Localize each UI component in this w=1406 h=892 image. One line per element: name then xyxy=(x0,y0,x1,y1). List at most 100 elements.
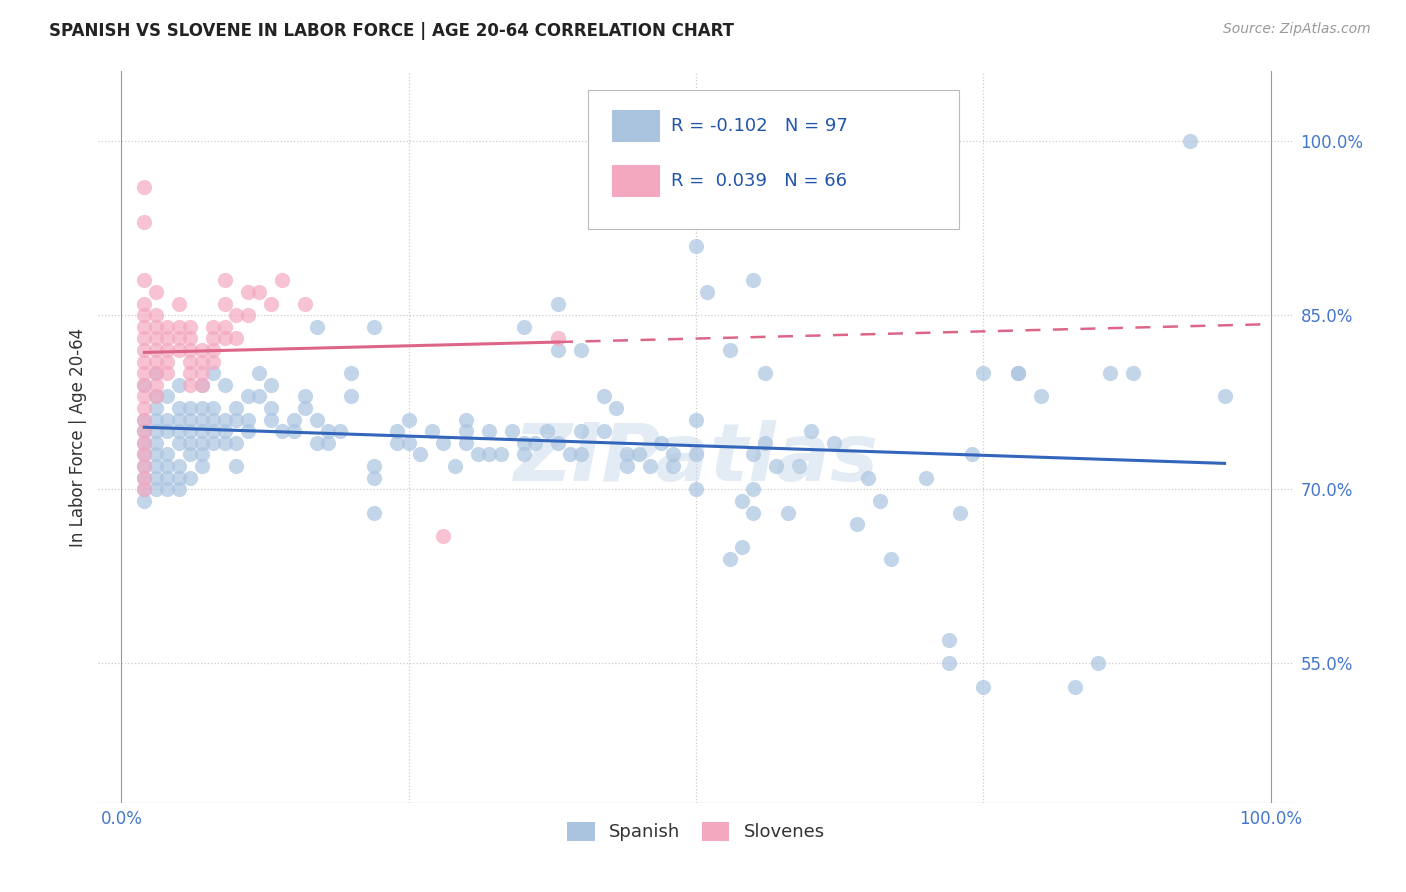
Point xyxy=(512,436,534,450)
Point xyxy=(340,366,363,380)
Point xyxy=(156,424,179,438)
Point xyxy=(685,483,707,497)
Point xyxy=(134,308,156,322)
Text: R =  0.039   N = 66: R = 0.039 N = 66 xyxy=(671,172,846,190)
Point xyxy=(134,448,156,462)
Point xyxy=(179,471,201,485)
Point xyxy=(569,343,592,357)
Point xyxy=(167,459,190,474)
Point xyxy=(134,483,156,497)
Point xyxy=(880,552,903,566)
Point xyxy=(167,436,190,450)
Point xyxy=(179,436,201,450)
Point xyxy=(225,401,247,415)
Point xyxy=(271,273,294,287)
Point xyxy=(501,424,523,438)
Point xyxy=(363,471,385,485)
Point xyxy=(823,436,845,450)
Point xyxy=(685,238,707,252)
Point xyxy=(156,389,179,403)
Point xyxy=(134,389,156,403)
Point xyxy=(467,448,489,462)
Point xyxy=(145,366,167,380)
Point xyxy=(236,389,259,403)
Point xyxy=(191,377,214,392)
Point xyxy=(236,285,259,299)
Text: R = -0.102   N = 97: R = -0.102 N = 97 xyxy=(671,117,848,136)
FancyBboxPatch shape xyxy=(613,165,661,197)
Point xyxy=(569,424,592,438)
Point xyxy=(742,483,765,497)
Point xyxy=(202,412,225,426)
Point xyxy=(1178,134,1201,148)
Point xyxy=(627,448,650,462)
Point xyxy=(536,424,558,438)
Point xyxy=(202,343,225,357)
Legend: Spanish, Slovenes: Spanish, Slovenes xyxy=(560,814,832,848)
Point xyxy=(134,471,156,485)
Point xyxy=(731,541,754,555)
Point xyxy=(156,412,179,426)
Point xyxy=(214,273,236,287)
Point xyxy=(547,331,569,345)
Point xyxy=(202,401,225,415)
Point xyxy=(156,471,179,485)
Point xyxy=(134,377,156,392)
Point xyxy=(179,319,201,334)
Point xyxy=(145,483,167,497)
Point xyxy=(385,436,409,450)
Point xyxy=(145,343,167,357)
Point xyxy=(145,285,167,299)
Point xyxy=(214,424,236,438)
Point xyxy=(800,424,823,438)
Point xyxy=(478,448,501,462)
Point xyxy=(489,448,512,462)
Point xyxy=(167,412,190,426)
Point xyxy=(134,343,156,357)
Point xyxy=(191,343,214,357)
Point xyxy=(191,354,214,368)
Point xyxy=(972,366,994,380)
Point xyxy=(156,354,179,368)
Point xyxy=(167,319,190,334)
Point xyxy=(456,412,478,426)
Point xyxy=(1007,366,1029,380)
Point xyxy=(398,436,420,450)
Point xyxy=(202,366,225,380)
Point xyxy=(145,354,167,368)
Point xyxy=(214,296,236,310)
Point xyxy=(685,412,707,426)
Point xyxy=(742,448,765,462)
Point xyxy=(145,377,167,392)
Point xyxy=(236,308,259,322)
Point xyxy=(524,436,547,450)
Point xyxy=(305,412,328,426)
Point xyxy=(754,366,776,380)
Point xyxy=(156,319,179,334)
Point xyxy=(616,459,638,474)
Point xyxy=(179,448,201,462)
Point xyxy=(960,448,983,462)
Point xyxy=(145,471,167,485)
Point xyxy=(420,424,443,438)
Point xyxy=(685,448,707,462)
Point xyxy=(236,424,259,438)
Point xyxy=(214,377,236,392)
Point xyxy=(225,308,247,322)
FancyBboxPatch shape xyxy=(589,89,959,228)
Point xyxy=(134,366,156,380)
Point xyxy=(593,424,616,438)
Point xyxy=(720,552,742,566)
Point xyxy=(214,319,236,334)
Point xyxy=(236,412,259,426)
Point xyxy=(616,448,638,462)
FancyBboxPatch shape xyxy=(613,110,661,143)
Point xyxy=(167,401,190,415)
Point xyxy=(789,459,811,474)
Point xyxy=(512,319,534,334)
Point xyxy=(316,436,339,450)
Point xyxy=(167,424,190,438)
Point xyxy=(202,331,225,345)
Point xyxy=(569,448,592,462)
Point xyxy=(134,448,156,462)
